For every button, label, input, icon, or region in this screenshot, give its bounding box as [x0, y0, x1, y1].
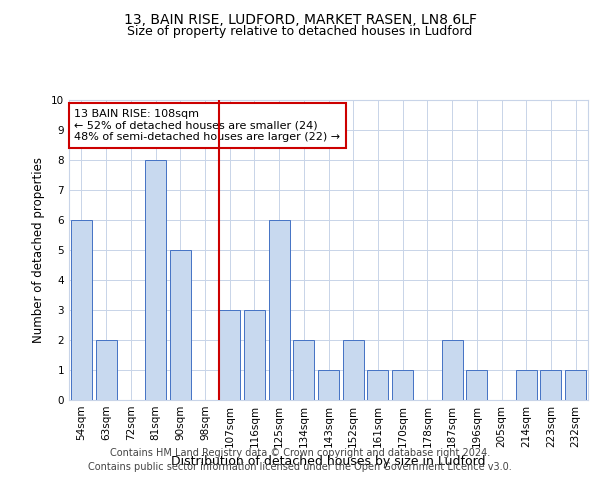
- X-axis label: Distribution of detached houses by size in Ludford: Distribution of detached houses by size …: [171, 456, 486, 468]
- Bar: [219, 310, 240, 400]
- Text: Contains HM Land Registry data © Crown copyright and database right 2024.: Contains HM Land Registry data © Crown c…: [110, 448, 490, 458]
- Text: Contains public sector information licensed under the Open Government Licence v3: Contains public sector information licen…: [88, 462, 512, 472]
- Bar: [541, 370, 562, 400]
- Bar: [71, 220, 92, 400]
- Bar: [95, 340, 116, 400]
- Text: 13 BAIN RISE: 108sqm
← 52% of detached houses are smaller (24)
48% of semi-detac: 13 BAIN RISE: 108sqm ← 52% of detached h…: [74, 109, 340, 142]
- Bar: [343, 340, 364, 400]
- Y-axis label: Number of detached properties: Number of detached properties: [32, 157, 46, 343]
- Text: Size of property relative to detached houses in Ludford: Size of property relative to detached ho…: [127, 25, 473, 38]
- Bar: [516, 370, 537, 400]
- Bar: [293, 340, 314, 400]
- Text: 13, BAIN RISE, LUDFORD, MARKET RASEN, LN8 6LF: 13, BAIN RISE, LUDFORD, MARKET RASEN, LN…: [124, 12, 476, 26]
- Bar: [367, 370, 388, 400]
- Bar: [565, 370, 586, 400]
- Bar: [269, 220, 290, 400]
- Bar: [170, 250, 191, 400]
- Bar: [318, 370, 339, 400]
- Bar: [244, 310, 265, 400]
- Bar: [145, 160, 166, 400]
- Bar: [392, 370, 413, 400]
- Bar: [466, 370, 487, 400]
- Bar: [442, 340, 463, 400]
